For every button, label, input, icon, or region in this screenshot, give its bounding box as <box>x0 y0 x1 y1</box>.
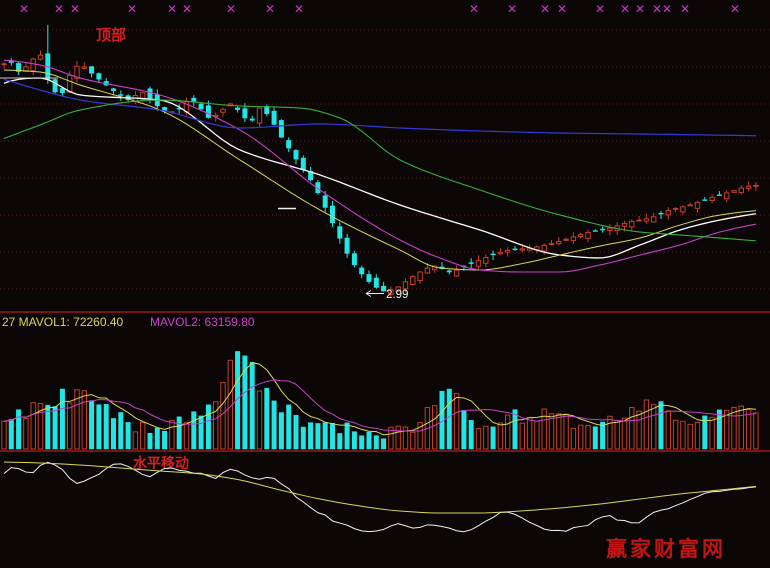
svg-text:✕: ✕ <box>167 2 177 16</box>
svg-text:✕: ✕ <box>620 2 630 16</box>
svg-text:✕: ✕ <box>730 2 740 16</box>
svg-text:顶部: 顶部 <box>96 26 126 44</box>
svg-text:✕: ✕ <box>557 2 567 16</box>
svg-text:✕: ✕ <box>635 2 645 16</box>
svg-text:✕: ✕ <box>19 2 29 16</box>
svg-text:水平移动: 水平移动 <box>133 455 189 471</box>
svg-text:MAVOL2: 63159.80: MAVOL2: 63159.80 <box>150 315 255 329</box>
svg-text:赢家财富网: 赢家财富网 <box>606 537 726 561</box>
svg-text:✕: ✕ <box>265 2 275 16</box>
svg-text:✕: ✕ <box>54 2 64 16</box>
svg-text:✕: ✕ <box>226 2 236 16</box>
svg-text:✕: ✕ <box>652 2 662 16</box>
svg-text:✕: ✕ <box>294 2 304 16</box>
svg-text:✕: ✕ <box>127 2 137 16</box>
svg-text:✕: ✕ <box>540 2 550 16</box>
svg-text:✕: ✕ <box>662 2 672 16</box>
svg-text:✕: ✕ <box>595 2 605 16</box>
svg-text:✕: ✕ <box>70 2 80 16</box>
svg-text:27 MAVOL1: 72260.40: 27 MAVOL1: 72260.40 <box>2 315 124 329</box>
svg-text:2.99: 2.99 <box>386 289 408 301</box>
svg-text:✕: ✕ <box>680 2 690 16</box>
svg-text:✕: ✕ <box>182 2 192 16</box>
svg-text:✕: ✕ <box>507 2 517 16</box>
svg-text:✕: ✕ <box>469 2 479 16</box>
